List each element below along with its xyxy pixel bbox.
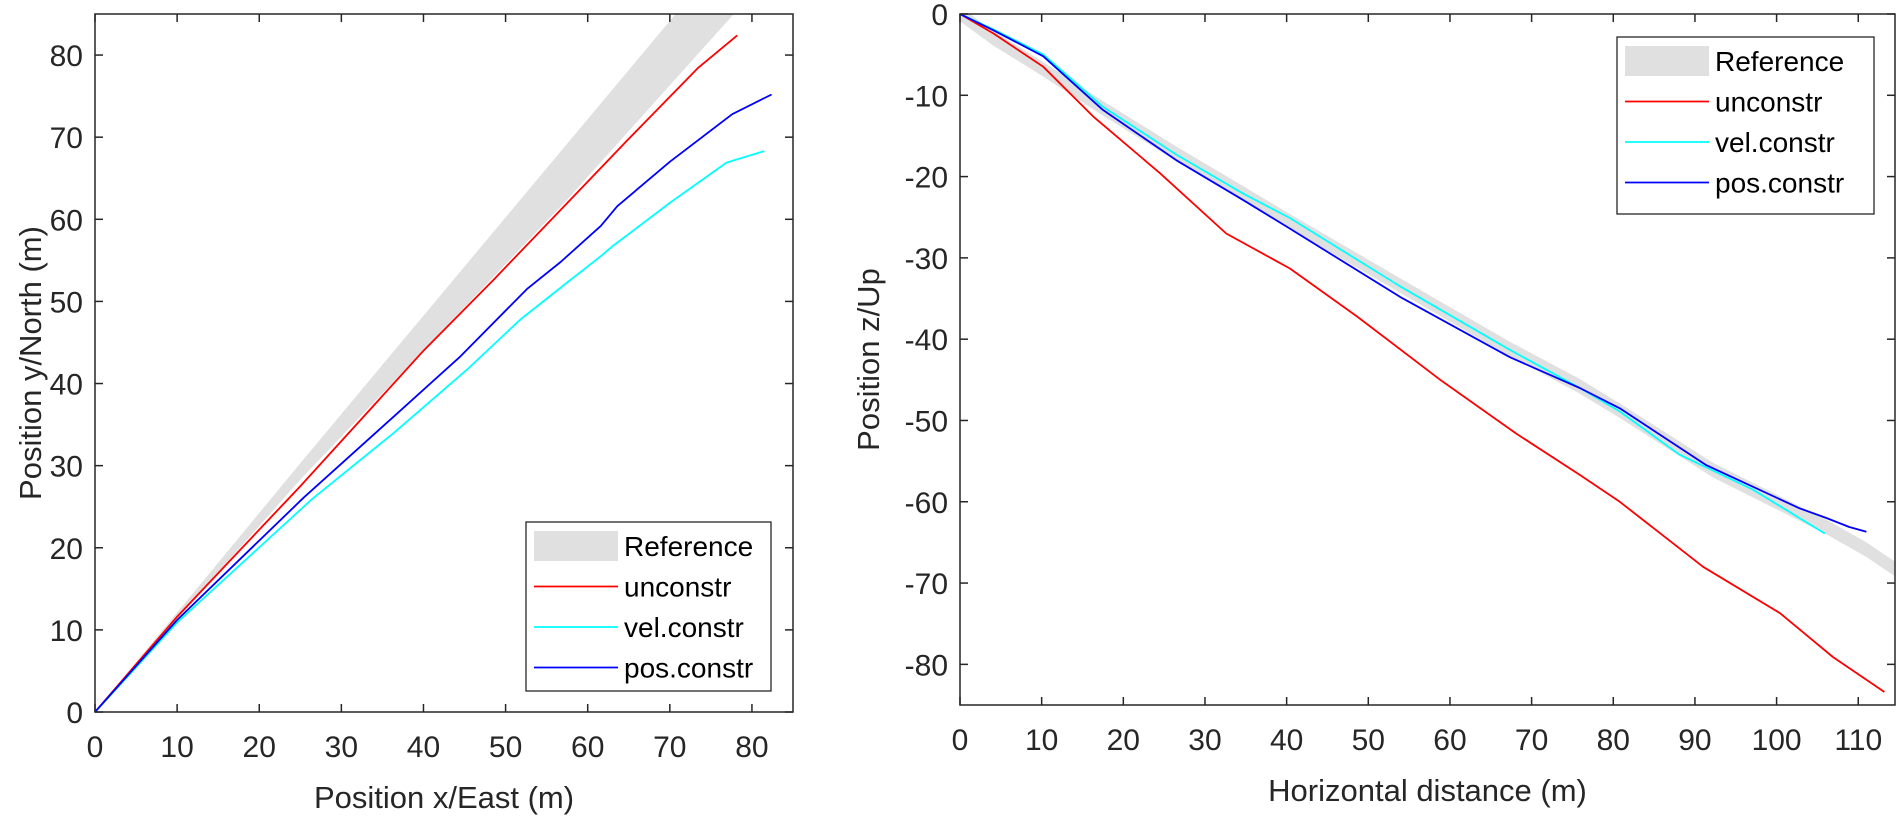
legend-label-reference: Reference (1715, 46, 1844, 77)
x-tick-label: 40 (407, 731, 440, 764)
x-axis-label: Position x/East (m) (314, 780, 574, 815)
y-tick-label: 60 (50, 204, 83, 237)
legend-label-unconstr: unconstr (624, 572, 731, 603)
y-axis-label: Position z/Up (851, 268, 886, 451)
legend-label-vel-constr: vel.constr (624, 612, 744, 643)
x-tick-label: 70 (653, 731, 686, 764)
y-tick-label: -80 (905, 649, 948, 682)
y-tick-label: 30 (50, 451, 83, 484)
x-tick-label: 20 (1107, 724, 1140, 757)
y-axis-label: Position y/North (m) (13, 226, 48, 500)
series-line-unconstr (960, 14, 1885, 693)
legend: Reference unconstr vel.constr pos.constr (1616, 36, 1875, 215)
series-line-vel-constr (95, 150, 765, 712)
x-tick-label: 50 (489, 731, 522, 764)
y-tick-label: 20 (50, 533, 83, 566)
x-tick-label: 0 (87, 731, 104, 764)
y-tick-label: 0 (66, 697, 83, 730)
legend-label-pos-constr: pos.constr (1715, 168, 1844, 199)
x-tick-label: 90 (1678, 724, 1711, 757)
y-tick-label: 50 (50, 286, 83, 319)
x-tick-label: 60 (1433, 724, 1466, 757)
x-tick-label: 40 (1270, 724, 1303, 757)
plot-horizontal-trajectory: 0 10 20 30 40 50 60 70 80 0 10 20 30 40 50 60 70 80 Positi… (13, 13, 794, 815)
x-tick-label: 0 (952, 724, 969, 757)
plot-area (95, 14, 773, 712)
reference-band (95, 14, 734, 712)
legend-label-vel-constr: vel.constr (1715, 127, 1835, 158)
y-tick-label: -60 (905, 487, 948, 520)
series-line-vel-constr (960, 14, 1826, 535)
series-line-unconstr (95, 34, 738, 712)
x-tick-label: 60 (571, 731, 604, 764)
x-tick-label: 80 (1597, 724, 1630, 757)
legend: Reference unconstr vel.constr pos.constr (525, 521, 772, 692)
series-line-pos-constr (95, 93, 773, 712)
axes-box (959, 13, 1896, 706)
x-tick-label: 10 (1025, 724, 1058, 757)
y-tick-label: 10 (50, 615, 83, 648)
x-axis-label: Horizontal distance (m) (1268, 773, 1587, 808)
x-tick-label: 100 (1752, 724, 1802, 757)
y-tick-label: -30 (905, 243, 948, 276)
legend-label-unconstr: unconstr (1715, 87, 1822, 118)
x-tick-label: 30 (1188, 724, 1221, 757)
x-tick-label: 70 (1515, 724, 1548, 757)
y-tick-label: 70 (50, 122, 83, 155)
y-tick-label: 0 (931, 0, 948, 32)
y-tick-label: 80 (50, 40, 83, 73)
y-tick-label: -10 (905, 80, 948, 113)
y-tick-label: 40 (50, 369, 83, 402)
x-tick-label: 80 (735, 731, 768, 764)
legend-label-pos-constr: pos.constr (624, 653, 753, 684)
x-tick-label: 20 (243, 731, 276, 764)
plot-vertical-profile: 0 10 20 30 40 50 60 70 80 90 100 110 0 -10 -20 -30 -40 -5… (851, 0, 1896, 808)
x-tick-label: 50 (1352, 724, 1385, 757)
y-tick-label: -50 (905, 405, 948, 438)
x-tick-label: 10 (160, 731, 193, 764)
axes-box (94, 13, 794, 713)
legend-swatch-reference (1625, 46, 1709, 76)
y-tick-label: -40 (905, 324, 948, 357)
plot-area (960, 14, 1895, 693)
legend-label-reference: Reference (624, 531, 753, 562)
legend-swatch-reference (534, 531, 618, 561)
y-tick-label: -20 (905, 162, 948, 195)
x-tick-label: 110 (1834, 724, 1882, 757)
series-line-pos-constr (960, 14, 1867, 533)
x-tick-label: 30 (325, 731, 358, 764)
y-tick-label: -70 (905, 568, 948, 601)
